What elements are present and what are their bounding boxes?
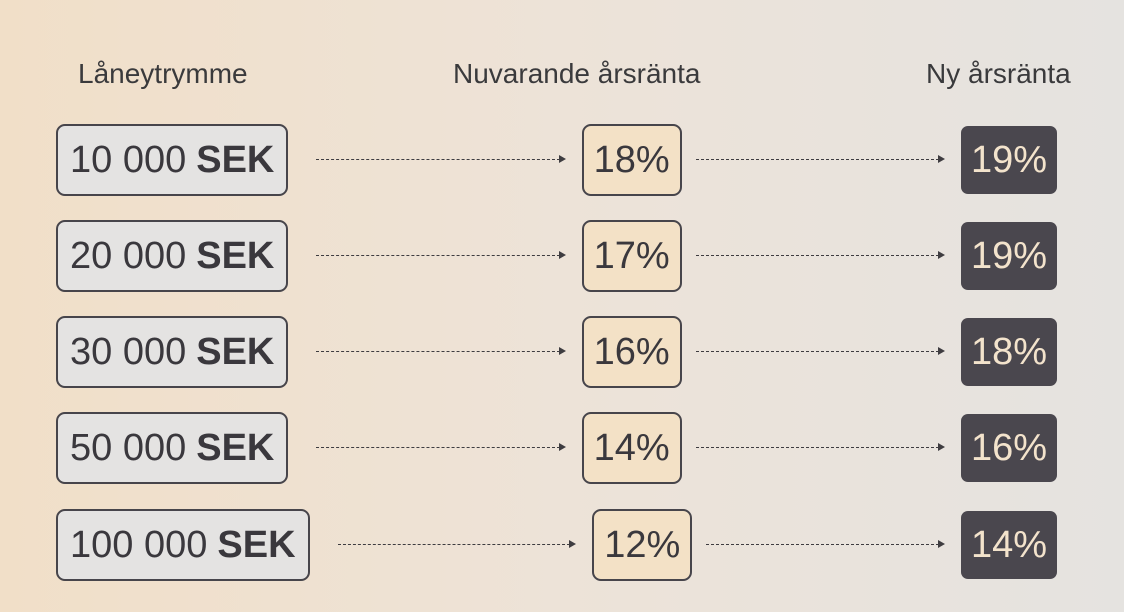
current-rate-box: 17% [581, 220, 682, 292]
new-rate-box: 19% [961, 126, 1057, 194]
rate-row: 100 000 SEK 12% 14% [56, 509, 1058, 581]
header-current-rate: Nuvarande årsränta [453, 58, 701, 89]
new-rate-box: 14% [961, 511, 1058, 579]
new-rate-box: 16% [961, 414, 1057, 482]
loan-amount-box: 10 000 SEK [56, 124, 289, 196]
arrow-right-icon [695, 155, 945, 163]
amount-value: 10 000 [70, 138, 187, 181]
arrow-right-icon [695, 443, 945, 451]
amount-value: 50 000 [70, 426, 187, 469]
arrow-right-icon [316, 155, 566, 163]
amount-value: 30 000 [70, 330, 187, 373]
arrow-right-icon [316, 347, 566, 355]
new-rate-box: 18% [961, 318, 1057, 386]
current-rate-box: 12% [592, 509, 693, 581]
rate-row: 20 000 SEK 17% 19% [56, 220, 1057, 292]
rate-row: 10 000 SEK 18% 19% [56, 124, 1057, 196]
arrow-right-icon [695, 347, 945, 355]
loan-amount-box: 30 000 SEK [56, 316, 289, 388]
currency-label: SEK [196, 330, 275, 373]
amount-value: 100 000 [70, 523, 208, 566]
rate-row: 30 000 SEK 16% 18% [56, 316, 1057, 388]
loan-amount-box: 100 000 SEK [56, 509, 310, 581]
rate-row: 50 000 SEK 14% 16% [56, 412, 1057, 484]
header-amount: Låneytrymme [78, 58, 248, 89]
header-new-rate: Ny årsränta [926, 58, 1071, 89]
loan-amount-box: 20 000 SEK [56, 220, 289, 292]
arrow-right-icon [706, 540, 946, 548]
new-rate-box: 19% [961, 222, 1057, 290]
currency-label: SEK [217, 523, 296, 566]
currency-label: SEK [196, 234, 275, 277]
currency-label: SEK [196, 138, 275, 181]
current-rate-box: 16% [581, 316, 682, 388]
current-rate-box: 18% [581, 124, 682, 196]
loan-amount-box: 50 000 SEK [56, 412, 289, 484]
arrow-right-icon [695, 251, 945, 259]
amount-value: 20 000 [70, 234, 187, 277]
current-rate-box: 14% [581, 412, 682, 484]
arrow-right-icon [337, 540, 577, 548]
currency-label: SEK [196, 426, 275, 469]
arrow-right-icon [316, 443, 566, 451]
arrow-right-icon [316, 251, 566, 259]
